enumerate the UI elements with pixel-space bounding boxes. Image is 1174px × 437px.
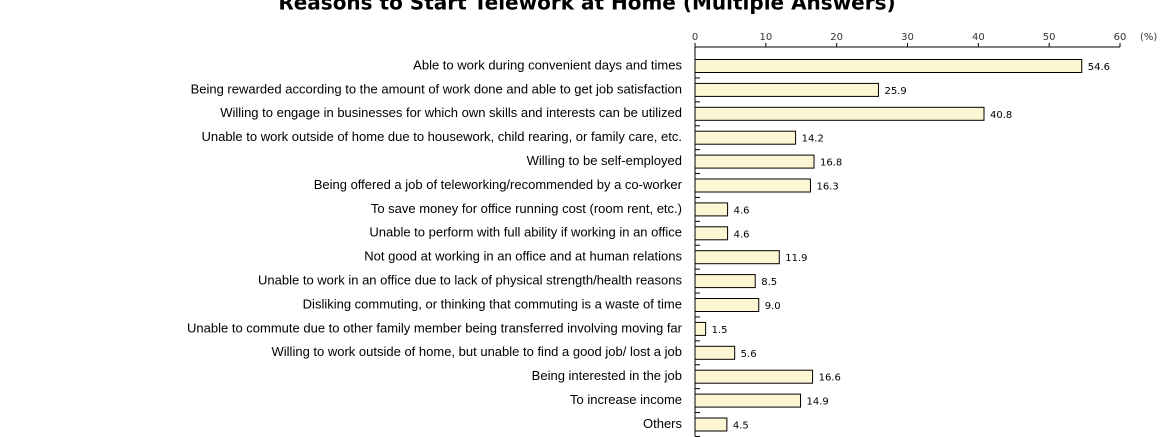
value-label: 14.2 [802,134,824,145]
category-label: Unable to commute due to other family me… [187,320,683,335]
x-tick-label: 10 [759,32,772,43]
value-label: 8.5 [761,277,777,288]
value-label: 25.9 [884,86,906,97]
bar [694,345,736,360]
value-label: 16.8 [820,158,842,169]
x-tick-label: 50 [1043,32,1056,43]
bar [694,226,729,241]
category-label: Unable to work in an office due to lack … [258,273,682,288]
x-tick-label: 60 [1114,32,1127,43]
value-label: 5.6 [741,349,757,360]
category-label: Not good at working in an office and at … [364,249,682,264]
category-label: To save money for office running cost (r… [371,201,682,216]
bar [694,202,729,217]
bar [694,250,780,265]
category-label: Willing to be self-employed [527,153,682,168]
bar [694,321,707,336]
x-tick-label: 40 [972,32,985,43]
bar [694,106,985,121]
value-label: 9.0 [765,301,781,312]
bar [694,178,811,193]
value-label: 11.9 [785,253,807,264]
bar [694,59,1083,73]
value-label: 14.9 [807,397,829,408]
value-label: 54.6 [1088,62,1110,73]
category-label: Being offered a job of teleworking/recom… [314,177,683,192]
category-label: Being rewarded according to the amount o… [191,81,682,96]
bar [694,298,760,312]
bar [694,130,797,145]
value-label: 4.6 [734,229,750,240]
chart-title: Reasons to Start Telework at Home (Multi… [278,0,895,15]
value-label: 16.3 [816,182,838,193]
bar [694,417,728,432]
bar [694,82,879,97]
x-tick-label: 30 [901,32,914,43]
category-label: Being interested in the job [532,368,682,383]
value-label: 1.5 [712,325,728,336]
bar [694,393,802,408]
value-label: 40.8 [990,110,1012,121]
value-label: 4.6 [734,205,750,216]
category-label: Others [643,416,683,431]
category-label: Unable to work outside of home due to ho… [201,129,682,144]
category-label: Disliking commuting, or thinking that co… [303,296,682,311]
x-tick-label: 20 [830,32,843,43]
x-unit-label: (%) [1140,32,1157,43]
bar [694,369,814,384]
value-label: 16.6 [819,373,841,384]
x-tick-label: 0 [692,32,698,43]
category-label: Willing to engage in businesses for whic… [220,105,682,120]
category-label: Unable to perform with full ability if w… [369,225,682,240]
bar [694,154,815,169]
category-label: To increase income [570,392,682,407]
bar [694,274,756,289]
value-label: 4.5 [733,421,749,432]
category-label: Willing to work outside of home, but una… [272,344,682,359]
category-label: Able to work during convenient days and … [413,57,682,72]
